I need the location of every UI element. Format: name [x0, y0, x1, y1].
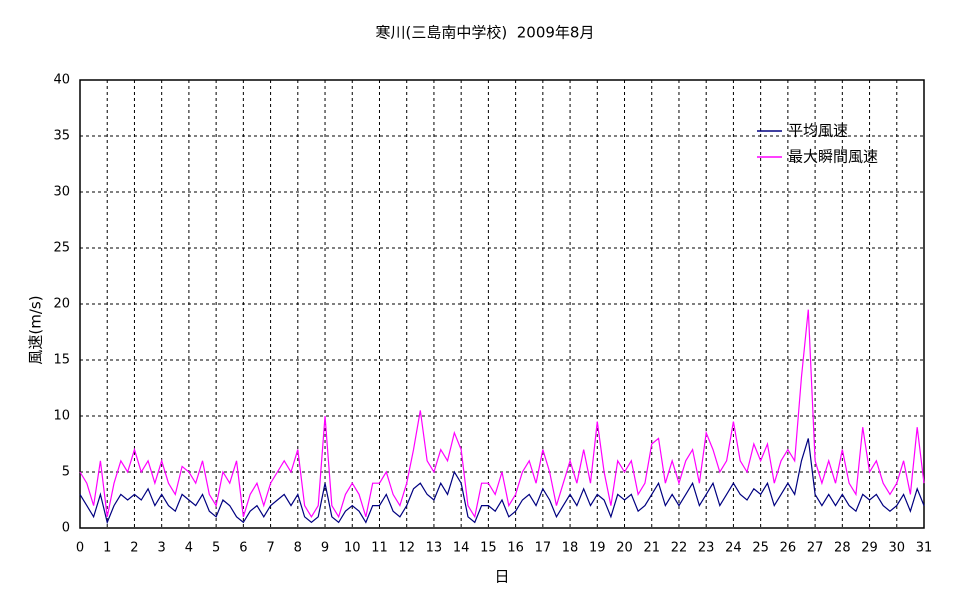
x-tick-label: 30 — [889, 541, 906, 556]
legend-label: 最大瞬間風速 — [788, 148, 878, 166]
y-tick-label: 0 — [62, 521, 70, 536]
x-tick-label: 2 — [130, 541, 138, 556]
x-tick-label: 10 — [344, 541, 361, 556]
x-tick-label: 6 — [239, 541, 247, 556]
y-tick-label: 25 — [53, 241, 70, 256]
x-tick-label: 29 — [861, 541, 878, 556]
x-tick-label: 26 — [780, 541, 797, 556]
x-tick-label: 0 — [76, 541, 84, 556]
x-tick-label: 13 — [426, 541, 443, 556]
x-tick-label: 15 — [480, 541, 497, 556]
y-tick-label: 20 — [53, 297, 70, 312]
x-tick-label: 18 — [562, 541, 579, 556]
y-tick-label: 15 — [53, 353, 70, 368]
y-tick-label: 30 — [53, 185, 70, 200]
x-tick-label: 19 — [589, 541, 606, 556]
y-tick-label: 40 — [53, 73, 70, 88]
x-tick-label: 20 — [616, 541, 633, 556]
x-tick-label: 8 — [294, 541, 302, 556]
x-tick-label: 4 — [185, 541, 193, 556]
series-line — [79, 309, 925, 519]
x-tick-label: 17 — [535, 541, 552, 556]
x-tick-label: 31 — [916, 541, 933, 556]
x-tick-label: 28 — [834, 541, 851, 556]
y-tick-label: 5 — [62, 465, 70, 480]
x-tick-label: 11 — [371, 541, 388, 556]
x-tick-label: 22 — [671, 541, 688, 556]
x-tick-label: 14 — [453, 541, 470, 556]
chart-title: 寒川(三島南中学校) 2009年8月 — [376, 24, 595, 42]
x-tick-label: 9 — [321, 541, 329, 556]
x-tick-label: 23 — [698, 541, 715, 556]
y-axis-label: 風速(m/s) — [27, 295, 45, 364]
x-tick-label: 24 — [725, 541, 742, 556]
x-axis-label: 日 — [494, 568, 509, 586]
y-tick-label: 35 — [53, 129, 70, 144]
plot-frame — [79, 79, 925, 529]
x-tick-label: 12 — [398, 541, 415, 556]
x-tick-label: 21 — [643, 541, 660, 556]
x-tick-label: 16 — [507, 541, 524, 556]
series-line — [79, 438, 925, 525]
x-tick-label: 5 — [212, 541, 220, 556]
y-tick-label: 10 — [53, 409, 70, 424]
x-tick-label: 25 — [752, 541, 769, 556]
x-tick-label: 1 — [103, 541, 111, 556]
x-tick-label: 7 — [266, 541, 274, 556]
x-tick-label: 27 — [807, 541, 824, 556]
legend-label: 平均風速 — [788, 122, 848, 140]
x-tick-label: 3 — [158, 541, 166, 556]
